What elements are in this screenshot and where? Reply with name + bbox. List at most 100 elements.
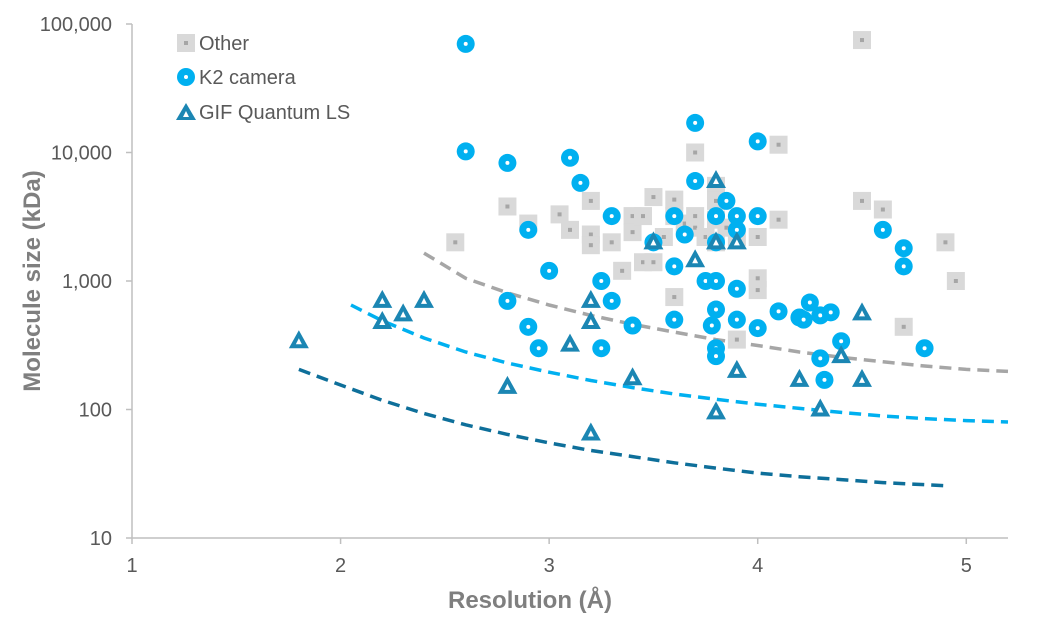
point-k2-camera-center (547, 268, 552, 273)
y-tick-label: 100,000 (40, 14, 112, 36)
point-other-center (620, 268, 625, 273)
point-gif-quantum-ls-center (733, 367, 740, 374)
point-k2-camera-center (822, 377, 827, 382)
point-other-center (641, 260, 645, 265)
point-k2-camera-center (463, 149, 468, 154)
point-k2-camera-center (682, 232, 687, 237)
y-tick-label: 100 (79, 400, 112, 422)
point-k2-camera-center (672, 214, 677, 219)
legend-item-other: Other (177, 33, 249, 55)
legend-marker-square-center (184, 41, 188, 45)
point-k2-camera-center (672, 317, 677, 322)
point-k2-camera-center (714, 214, 718, 219)
point-k2-camera-center (828, 310, 833, 315)
legend-marker-triangle-center (183, 111, 189, 117)
point-k2-camera-center (734, 286, 739, 291)
point-gif-quantum-ls-center (650, 239, 657, 246)
x-tick-label: 4 (752, 555, 763, 577)
point-k2-camera-center (714, 354, 718, 359)
point-gif-quantum-ls-center (504, 383, 511, 390)
legend-marker-circle-center (184, 75, 188, 79)
trend-line (298, 367, 946, 488)
point-gif-quantum-ls-center (713, 409, 719, 416)
point-other-center (672, 295, 677, 300)
point-gif-quantum-ls-center (692, 257, 699, 264)
point-k2-camera-center (801, 317, 806, 322)
point-gif-quantum-ls-center (421, 297, 427, 304)
point-other-center (557, 212, 562, 217)
point-other-center (901, 324, 906, 329)
point-other-center (776, 217, 781, 222)
point-k2-camera-center (734, 227, 739, 232)
point-other-center (714, 198, 718, 203)
point-other-center (693, 214, 698, 219)
point-k2-camera-center (807, 300, 812, 305)
point-other-center (568, 227, 572, 232)
x-tick-label: 1 (126, 555, 137, 577)
point-other-center (693, 225, 698, 230)
trend-lines (298, 251, 1009, 488)
point-k2-camera-center (755, 326, 760, 331)
point-other-center (860, 198, 864, 203)
point-k2-camera-center (880, 227, 885, 232)
point-k2-camera-center (714, 307, 718, 312)
point-k2-camera-center (463, 41, 468, 46)
point-k2-camera-center (703, 279, 708, 283)
point-other-center (609, 240, 614, 245)
point-other-center (880, 207, 885, 212)
point-k2-camera-center (755, 214, 760, 219)
point-other-center (651, 195, 656, 200)
point-gif-quantum-ls-center (796, 376, 803, 383)
point-k2-camera-center (755, 139, 760, 144)
y-tick-label: 10 (90, 528, 112, 550)
point-other-center (630, 214, 635, 219)
legend: Other K2 camera GIF Quantum LS (176, 33, 350, 124)
point-other-center (755, 234, 760, 239)
point-other-center (776, 142, 781, 147)
point-other-center (860, 38, 864, 43)
point-k2-camera-center (599, 279, 604, 283)
point-k2-camera-center (599, 346, 604, 351)
point-gif-quantum-ls-center (629, 375, 636, 382)
point-k2-camera-center (734, 317, 739, 322)
x-tick-label: 5 (961, 555, 972, 577)
point-gif-quantum-ls-center (587, 297, 594, 304)
point-other-center (505, 204, 510, 209)
point-other-center (693, 150, 698, 155)
axis-ticks: 1 2 3 4 5 10 100 1,000 10,000 100,000 (40, 14, 972, 577)
point-k2-camera-center (609, 298, 614, 303)
point-other-center (641, 214, 645, 219)
point-k2-camera-center (526, 324, 531, 329)
point-gif-quantum-ls-center (859, 310, 865, 317)
point-k2-camera-center (536, 346, 541, 351)
x-axis-title: Resolution (Å) (448, 586, 612, 614)
point-k2-camera-center (709, 323, 714, 328)
point-k2-camera-center (901, 264, 906, 269)
point-k2-camera-center (578, 180, 583, 185)
point-gif-quantum-ls-center (295, 338, 302, 345)
point-other-center (734, 337, 739, 342)
point-other-center (672, 197, 677, 202)
point-k2-camera-center (568, 155, 572, 160)
point-gif-quantum-ls-center (713, 239, 719, 246)
point-k2-camera-center (693, 179, 698, 184)
point-other-center (724, 225, 729, 230)
y-axis-title: Molecule size (kDa) (19, 170, 46, 391)
point-k2-camera-center (526, 227, 531, 232)
point-k2-camera-center (776, 309, 781, 314)
x-tick-label: 3 (544, 555, 555, 577)
point-other-center (453, 240, 458, 245)
y-tick-label: 1,000 (62, 271, 112, 293)
point-other-center (943, 240, 948, 245)
point-gif-quantum-ls-center (567, 341, 573, 348)
legend-item-k2-camera: K2 camera (177, 67, 297, 89)
point-gif-quantum-ls-center (713, 178, 719, 185)
point-k2-camera-center (672, 264, 677, 269)
point-other-center (661, 234, 666, 239)
point-k2-camera-center (505, 160, 510, 165)
point-other-center (588, 198, 593, 203)
point-other-center (588, 232, 593, 237)
point-gif-quantum-ls-center (400, 311, 407, 318)
point-other-center (953, 279, 958, 283)
